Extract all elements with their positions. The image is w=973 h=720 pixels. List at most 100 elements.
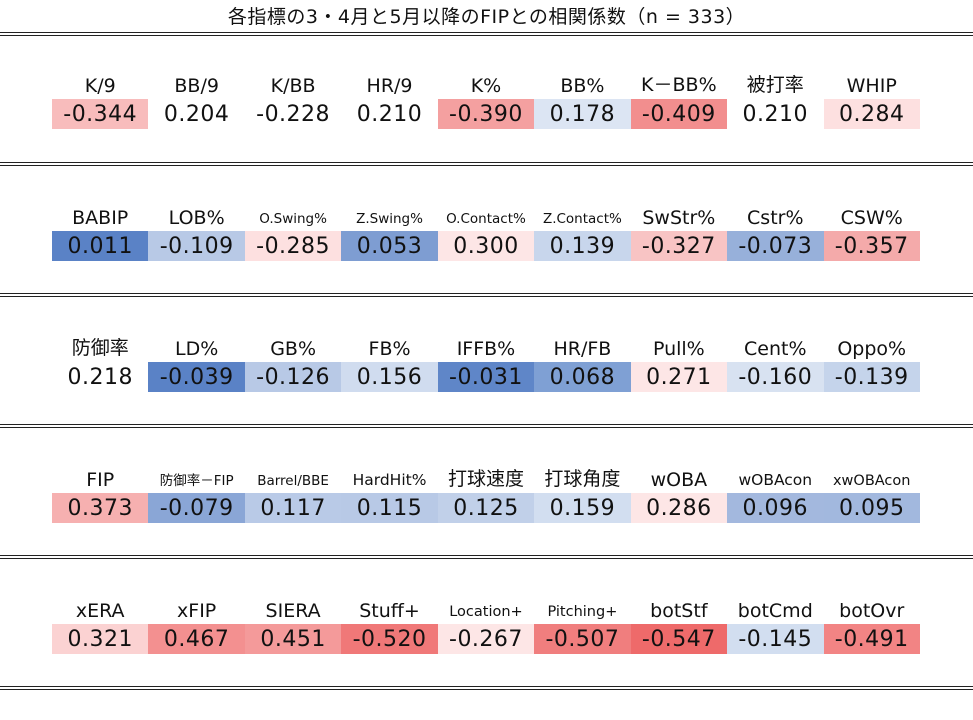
value-cell: 0.159 <box>534 493 631 523</box>
value-cell: -0.520 <box>341 624 438 654</box>
column-header: HR/9 <box>366 75 413 97</box>
header-row: K/9 BB/9 K/BB HR/9 K% BB% K－BB% 被打率 WHIP <box>52 65 920 99</box>
value-cell: 0.156 <box>341 362 438 392</box>
column-header: CSW% <box>840 207 903 229</box>
value-cell: -0.267 <box>437 624 535 654</box>
column-header: wOBA <box>650 469 708 491</box>
value-cell: 0.271 <box>630 362 728 392</box>
column-header: Location+ <box>449 604 523 620</box>
column-header: 防御率 <box>71 337 129 359</box>
value-cell: -0.390 <box>437 99 535 129</box>
column-header: K/9 <box>84 75 116 97</box>
column-header: Cstr% <box>747 207 804 229</box>
table-section-2: BABIP LOB% O.Swing% Z.Swing% O.Contact% … <box>52 197 920 261</box>
value-row: 0.321 0.467 0.451 -0.520 -0.267 -0.507 -… <box>52 624 920 654</box>
column-header: Barrel/BBE <box>257 473 329 489</box>
value-cell: 0.125 <box>437 493 535 523</box>
column-header: LD% <box>175 338 219 360</box>
column-header: K% <box>470 75 502 97</box>
value-cell: 0.373 <box>52 493 149 523</box>
chart-title: 各指標の3・4月と5月以降のFIPとの相関係数（n = 333） <box>227 6 746 28</box>
value-row: 0.373 -0.079 0.117 0.115 0.125 0.159 0.2… <box>52 493 920 523</box>
value-cell: -0.409 <box>630 99 728 129</box>
column-header: 打球角度 <box>544 468 621 490</box>
value-cell: -0.109 <box>148 231 245 261</box>
column-header: K/BB <box>270 75 316 97</box>
value-cell: 0.096 <box>727 493 824 523</box>
column-header: 打球速度 <box>447 468 524 490</box>
value-cell: 0.053 <box>341 231 438 261</box>
value-cell: -0.031 <box>437 362 535 392</box>
value-cell: -0.344 <box>52 99 149 129</box>
column-header: botStf <box>650 600 708 622</box>
column-header: SIERA <box>265 600 321 622</box>
divider-rule <box>0 32 973 36</box>
column-header: K－BB% <box>641 74 717 96</box>
value-cell: -0.145 <box>727 624 824 654</box>
value-row: 0.218 -0.039 -0.126 0.156 -0.031 0.068 0… <box>52 362 920 392</box>
header-row: 防御率 LD% GB% FB% IFFB% HR/FB Pull% Cent% … <box>52 328 920 362</box>
value-cell: 0.210 <box>341 99 438 129</box>
value-cell: 0.467 <box>148 624 245 654</box>
value-cell: 0.068 <box>534 362 631 392</box>
column-header: HR/FB <box>553 338 612 360</box>
column-header: O.Contact% <box>446 211 526 227</box>
column-header: botOvr <box>839 600 905 622</box>
value-cell: 0.286 <box>630 493 728 523</box>
header-row: FIP 防御率－FIP Barrel/BBE HardHit% 打球速度 打球角… <box>52 459 920 493</box>
column-header: FIP <box>86 469 115 491</box>
value-cell: -0.079 <box>148 493 245 523</box>
column-header: Z.Swing% <box>356 211 423 227</box>
table-section-4: FIP 防御率－FIP Barrel/BBE HardHit% 打球速度 打球角… <box>52 459 920 523</box>
divider-rule <box>0 293 973 297</box>
column-header: GB% <box>270 338 316 360</box>
value-cell: 0.117 <box>244 493 342 523</box>
column-header: 防御率－FIP <box>159 473 234 489</box>
column-header: BB% <box>560 75 605 97</box>
column-header: O.Swing% <box>259 211 327 227</box>
table-section-1: K/9 BB/9 K/BB HR/9 K% BB% K－BB% 被打率 WHIP… <box>52 65 920 129</box>
column-header: LOB% <box>168 207 225 229</box>
value-cell: -0.160 <box>727 362 824 392</box>
column-header: HardHit% <box>352 471 427 489</box>
value-cell: -0.507 <box>534 624 631 654</box>
value-cell: 0.300 <box>437 231 535 261</box>
value-cell: 0.284 <box>823 99 920 129</box>
value-cell: 0.321 <box>52 624 149 654</box>
value-cell: 0.139 <box>534 231 631 261</box>
table-section-3: 防御率 LD% GB% FB% IFFB% HR/FB Pull% Cent% … <box>52 328 920 392</box>
column-header: xFIP <box>177 600 217 622</box>
value-cell: -0.491 <box>823 624 920 654</box>
column-header: Z.Contact% <box>542 211 622 227</box>
divider-rule <box>0 686 973 690</box>
value-cell: 0.115 <box>341 493 438 523</box>
divider-rule <box>0 162 973 166</box>
column-header: BABIP <box>72 207 129 229</box>
value-cell: -0.285 <box>244 231 342 261</box>
value-cell: -0.327 <box>630 231 728 261</box>
column-header: IFFB% <box>456 338 516 360</box>
value-row: -0.344 0.204 -0.228 0.210 -0.390 0.178 -… <box>52 99 920 129</box>
value-cell: -0.228 <box>244 99 342 129</box>
value-cell: 0.451 <box>244 624 342 654</box>
column-header: SwStr% <box>642 207 716 229</box>
column-header: Pull% <box>652 338 705 360</box>
value-row: 0.011 -0.109 -0.285 0.053 0.300 0.139 -0… <box>52 231 920 261</box>
column-header: Pitching+ <box>547 604 618 620</box>
column-header: FB% <box>368 338 411 360</box>
value-cell: 0.011 <box>52 231 149 261</box>
header-row: BABIP LOB% O.Swing% Z.Swing% O.Contact% … <box>52 197 920 231</box>
value-cell: 0.210 <box>727 99 824 129</box>
divider-rule <box>0 424 973 428</box>
column-header: Oppo% <box>837 338 907 360</box>
table-section-5: xERA xFIP SIERA Stuff+ Location+ Pitchin… <box>52 590 920 654</box>
column-header: BB/9 <box>174 75 219 97</box>
value-cell: 0.218 <box>52 362 149 392</box>
value-cell: 0.095 <box>823 493 920 523</box>
column-header: WHIP <box>846 75 897 97</box>
column-header: Stuff+ <box>359 600 420 622</box>
divider-rule <box>0 555 973 559</box>
column-header: 被打率 <box>746 74 804 96</box>
column-header: xwOBAcon <box>832 473 911 489</box>
header-row: xERA xFIP SIERA Stuff+ Location+ Pitchin… <box>52 590 920 624</box>
